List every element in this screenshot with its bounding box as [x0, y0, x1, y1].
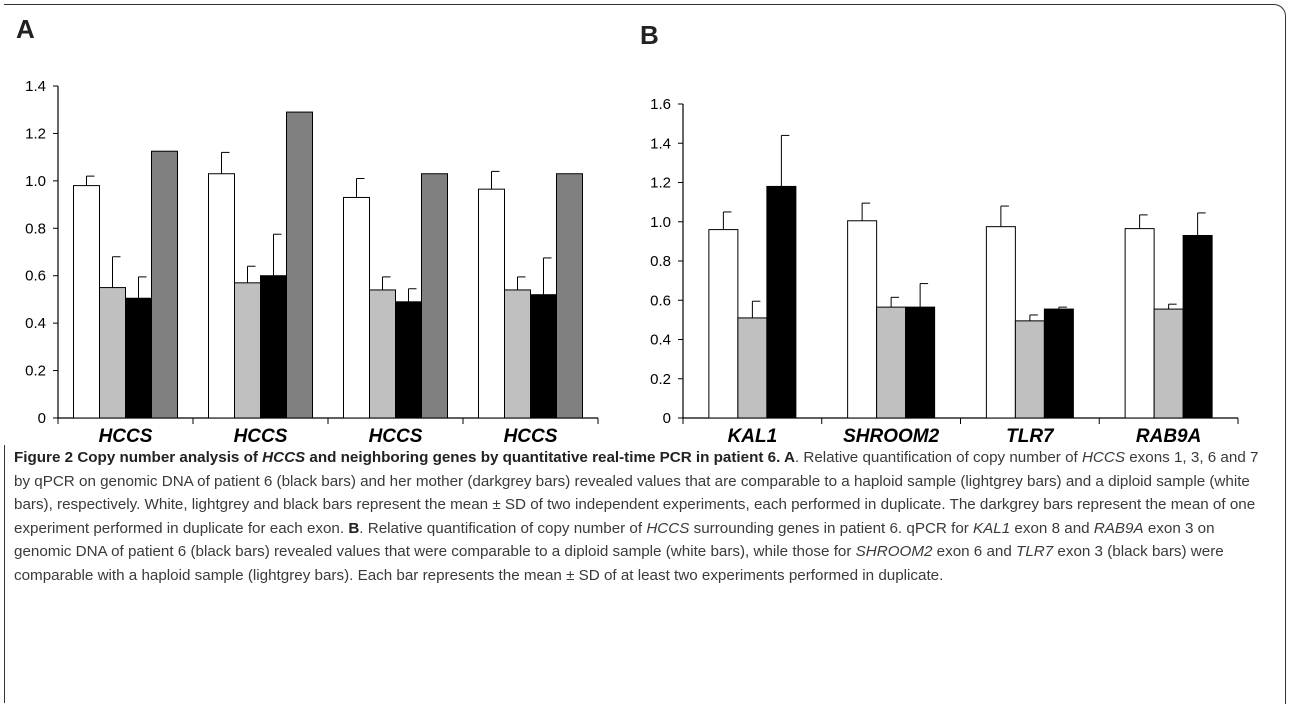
panel-b-bar-white — [985, 226, 1016, 419]
panel-a-category-gene-label: HCCS — [234, 426, 288, 446]
panel-a-y-tick-label: 1.2 — [25, 125, 46, 142]
chart-panel-a: 00.20.40.60.81.01.21.4HCCSexon 1HCCSexon… — [25, 78, 599, 446]
panel-a-bar-lightgrey — [99, 287, 126, 419]
panel-a-bar-lightgrey — [369, 289, 396, 419]
panel-b-bar-black — [905, 306, 936, 419]
panel-a-bar-black — [260, 275, 287, 419]
panel-a-y-tick-label: 0.2 — [25, 363, 46, 380]
chart-panel-b: 00.20.40.60.81.01.21.41.6KAL1exon 8SHROO… — [650, 96, 1239, 446]
caption-text-b: . Relative quantification of copy number… — [14, 519, 1224, 584]
panel-b-y-tick-label: 1.0 — [650, 214, 671, 231]
panel-b-bar-black — [1182, 234, 1213, 419]
caption-text-a: . Relative quantification of copy number… — [14, 449, 1259, 537]
panel-b-bar-black — [766, 185, 797, 419]
panel-a-bar-darkgrey — [151, 150, 178, 419]
panel-b-y-tick-label: 0.4 — [650, 332, 671, 349]
panel-a-label: A — [16, 14, 35, 44]
panel-a-category-gene-label: HCCS — [99, 426, 153, 446]
panel-a-y-tick-label: 1.4 — [25, 78, 46, 95]
panel-a-bar-black — [125, 297, 152, 419]
caption-panel-a: A — [783, 449, 795, 466]
panel-a-y-tick-label: 1.0 — [25, 173, 46, 190]
panel-a-bar-darkgrey — [556, 173, 583, 419]
panel-a-bar-white — [478, 188, 505, 419]
panel-b-y-tick-label: 1.4 — [650, 135, 671, 152]
panel-a-bar-lightgrey — [504, 289, 531, 419]
panel-a-bar-white — [343, 196, 370, 419]
panel-b-bar-white — [1124, 228, 1155, 419]
panel-b-category-gene-label: SHROOM2 — [843, 426, 940, 446]
caption-left-rule — [4, 445, 5, 703]
panel-a-bar-darkgrey — [421, 173, 448, 419]
panel-a-bar-lightgrey — [234, 282, 261, 419]
caption-title: Copy number analysis of HCCS and neighbo… — [77, 449, 784, 466]
panel-a-y-tick-label: 0 — [38, 410, 46, 427]
panel-b-bar-lightgrey — [1153, 308, 1184, 419]
figure-charts: 00.20.40.60.81.01.21.4HCCSexon 1HCCSexon… — [25, 78, 1239, 446]
panel-b-bar-lightgrey — [737, 317, 768, 419]
panel-a-bar-black — [395, 301, 422, 419]
panel-a-bar-darkgrey — [286, 111, 313, 419]
panel-b-y-tick-label: 0.2 — [650, 371, 671, 388]
panel-a-category-gene-label: HCCS — [504, 426, 558, 446]
panel-b-bar-lightgrey — [876, 306, 907, 419]
panel-b-label: B — [640, 20, 659, 50]
panel-a-category-gene-label: HCCS — [369, 426, 423, 446]
panel-b-y-tick-label: 1.2 — [650, 175, 671, 192]
panel-a-y-tick-label: 0.4 — [25, 315, 46, 332]
panel-b-y-tick-label: 0 — [663, 410, 671, 427]
caption-panel-b: B — [348, 519, 360, 537]
panel-b-category-gene-label: TLR7 — [1006, 426, 1055, 446]
panel-b-y-tick-label: 0.8 — [650, 253, 671, 270]
panel-b-y-tick-label: 1.6 — [650, 96, 671, 113]
panel-a-bar-black — [530, 294, 557, 419]
panel-b-y-tick-label: 0.6 — [650, 292, 671, 309]
panel-a-bar-white — [208, 173, 235, 419]
panel-a-y-tick-label: 0.8 — [25, 220, 46, 237]
figure-frame — [4, 4, 1286, 704]
panel-a-y-tick-label: 0.6 — [25, 268, 46, 285]
panel-b-bar-white — [847, 220, 878, 419]
panel-b-bar-white — [708, 229, 739, 419]
panel-b-bar-lightgrey — [1014, 320, 1045, 419]
caption-figure-label: Figure 2 — [14, 449, 74, 466]
panel-a-bar-white — [73, 185, 100, 419]
panel-b-category-gene-label: RAB9A — [1136, 426, 1201, 446]
panel-b-category-gene-label: KAL1 — [728, 426, 778, 446]
panel-b-bar-black — [1043, 308, 1074, 419]
figure-caption: Figure 2 Copy number analysis of HCCS an… — [14, 446, 1276, 587]
